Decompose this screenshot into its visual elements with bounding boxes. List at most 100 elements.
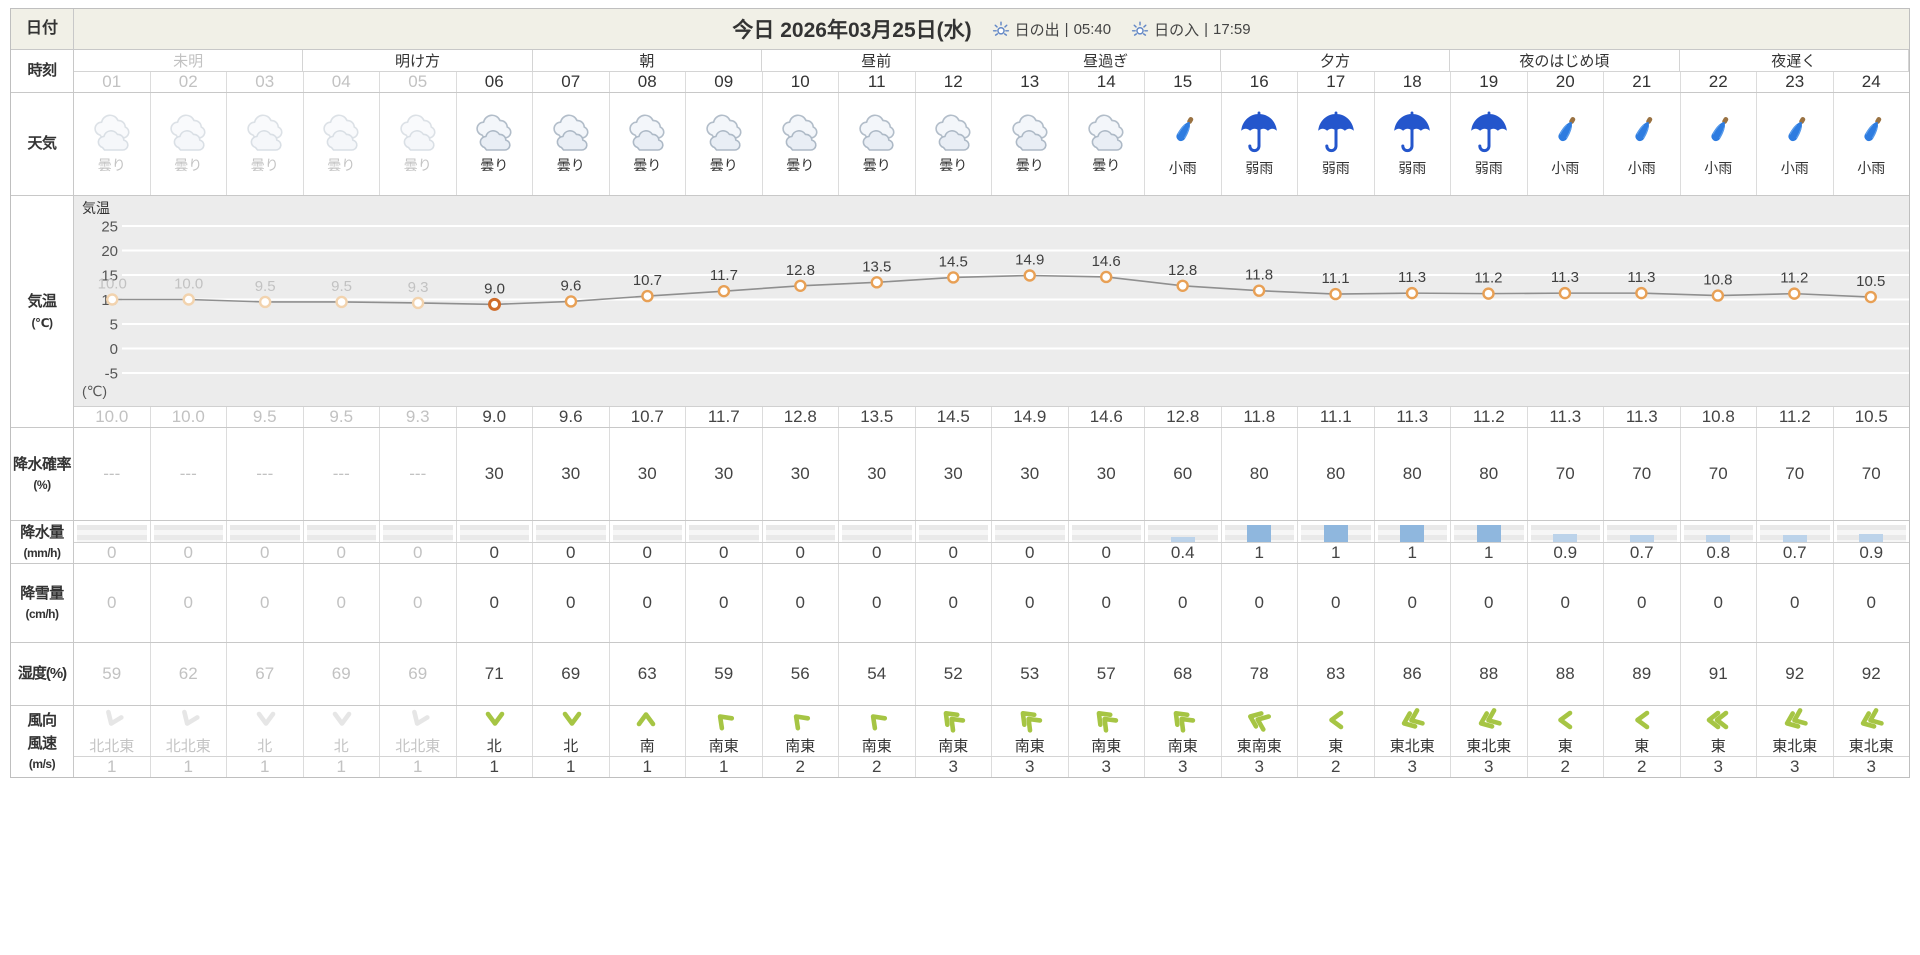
temperature-line-chart: 2520151050-5気温(℃)10.010.09.59.59.39.09.6…: [74, 196, 1909, 406]
weather-cell: 曇り: [457, 93, 533, 195]
precip-amount-bar-cell: [992, 521, 1069, 542]
time-row-header: 時刻: [11, 50, 74, 92]
wind-direction-icon: [1705, 706, 1731, 732]
hour-cells: 01 02 03 04 05 06 07 08 09 10 11 12 13 14 15 16 17 18 19 20…: [74, 72, 1909, 92]
snowfall-cell: 0: [380, 564, 457, 642]
precip-probability-cell: ---: [151, 428, 227, 520]
weather-row-header: 天気: [11, 93, 74, 195]
sunset-icon: [1131, 20, 1149, 38]
weather-cell: 弱雨: [1298, 93, 1375, 195]
svg-text:11.2: 11.2: [1780, 270, 1808, 287]
snowfall-cell: 0: [74, 564, 151, 642]
svg-text:10.0: 10.0: [174, 276, 203, 293]
weather-label: 曇り: [709, 157, 738, 173]
date-header: 今日 2026年03月25日(水) 日の出 | 05:40 日の入 | 17:5…: [74, 9, 1909, 49]
weather-label: 曇り: [939, 157, 968, 173]
temperature-value-cell: 10.7: [610, 407, 686, 427]
hour-cell: 03: [227, 72, 304, 92]
wind-direction-icon: [405, 706, 431, 732]
precip-amount-bar-cell: [1375, 521, 1451, 542]
precip-bar: [1629, 535, 1654, 542]
hour-cell: 17: [1298, 72, 1375, 92]
period-cell: 明け方: [303, 50, 533, 71]
wind-direction-label: 東: [1634, 738, 1650, 755]
humidity-cell: 68: [1145, 643, 1222, 705]
umbrella-closed-icon: [1774, 110, 1816, 156]
weather-cell: 曇り: [227, 93, 304, 195]
wind-direction-cell: 北北東: [74, 706, 151, 756]
svg-text:気温: 気温: [82, 200, 110, 216]
precip-amount-bar-cell: [304, 521, 380, 542]
wind-direction-icon: [328, 706, 354, 732]
hour-cell: 11: [839, 72, 916, 92]
precip-probability-cell: ---: [74, 428, 151, 520]
wind-speed-cell: 3: [1681, 757, 1757, 777]
umbrella-closed-icon: [1544, 110, 1586, 156]
humidity-cell: 78: [1222, 643, 1298, 705]
humidity-cell: 88: [1451, 643, 1528, 705]
wind-direction-label: 東南東: [1236, 738, 1282, 755]
weather-cell: 曇り: [992, 93, 1069, 195]
precip-amount-bar-cell: [151, 521, 227, 542]
wind-direction-label: 東北東: [1389, 738, 1435, 755]
precip-bar-background: [612, 525, 682, 542]
wind-direction-cell: 東: [1298, 706, 1375, 756]
svg-text:9.6: 9.6: [561, 277, 582, 294]
precip-amount-value-cell: 0.8: [1681, 543, 1757, 563]
cloudy-icon: [927, 113, 979, 153]
precip-bar-background: [842, 525, 912, 542]
precip-probability-cell: 80: [1375, 428, 1451, 520]
temperature-value-cell: 11.3: [1528, 407, 1604, 427]
temperature-row: 気温 (℃) 2520151050-5気温(℃)10.010.09.59.59.…: [11, 196, 1909, 428]
precip-probability-cell: 70: [1861, 464, 1881, 483]
svg-text:14.6: 14.6: [1092, 253, 1121, 270]
wind-direction-icon: [1246, 706, 1272, 732]
precip-probability-cell: 60: [1145, 428, 1222, 520]
weather-cell: 小雨: [1528, 93, 1604, 195]
weather-label: 弱雨: [1321, 160, 1350, 176]
temperature-chart: 2520151050-5気温(℃)10.010.09.59.59.39.09.6…: [74, 196, 1909, 406]
cloudy-icon: [392, 113, 444, 153]
wind-direction-cell: 北北東: [380, 706, 457, 756]
wind-row: 風向 風速 (m/s) 北北東 北北東 北 北 北北東 北 北 南 南東 南東 …: [11, 706, 1909, 777]
svg-text:10.0: 10.0: [98, 276, 127, 293]
wind-direction-cell: 南東: [1069, 706, 1145, 756]
svg-text:9.5: 9.5: [331, 278, 352, 295]
precip-probability-cell: 30: [916, 428, 992, 520]
wind-speed-row-label: 風速: [27, 734, 57, 752]
wind-direction-label: 南東: [1167, 738, 1198, 755]
svg-text:20: 20: [101, 243, 118, 260]
wind-direction-cell: 南東: [1145, 706, 1222, 756]
cloudy-icon: [315, 113, 367, 153]
weather-label: 曇り: [556, 157, 585, 173]
weather-label: 曇り: [403, 157, 432, 173]
wind-direction-icon: [940, 706, 966, 733]
wind-direction-label: 東: [1710, 738, 1726, 755]
precip-amount-value-cell: 0: [74, 543, 151, 563]
precip-amount-bar-cell: [763, 521, 839, 542]
wind-direction-icon: [1476, 706, 1502, 732]
sunrise-time: 05:40: [1073, 20, 1112, 38]
wind-direction-cell: 南東: [916, 706, 992, 756]
precip-probability-cell: 30: [839, 428, 916, 520]
svg-text:10.5: 10.5: [1856, 273, 1885, 290]
wind-direction-label: 北: [563, 738, 579, 755]
svg-text:9.0: 9.0: [484, 280, 505, 297]
precip-bar-background: [689, 525, 759, 542]
svg-text:11.1: 11.1: [1322, 270, 1350, 287]
humidity-cell: 86: [1375, 643, 1451, 705]
svg-text:11.7: 11.7: [710, 267, 738, 284]
precip-bar: [1476, 525, 1501, 542]
svg-text:11.3: 11.3: [1551, 269, 1579, 286]
umbrella-open-icon: [1468, 110, 1510, 156]
snowfall-cell: 0: [1604, 564, 1681, 642]
precip-amount-value-cell: 0.7: [1604, 543, 1681, 563]
weather-cell: 曇り: [533, 93, 610, 195]
wind-direction-icon: [1552, 706, 1578, 732]
temperature-row-unit: (℃): [31, 315, 53, 330]
wind-direction-label: 北北東: [395, 738, 441, 755]
period-cell: 未明: [74, 50, 304, 71]
humidity-cell: 69: [533, 643, 610, 705]
svg-text:11.3: 11.3: [1627, 269, 1655, 286]
period-cell: 朝: [533, 50, 763, 71]
